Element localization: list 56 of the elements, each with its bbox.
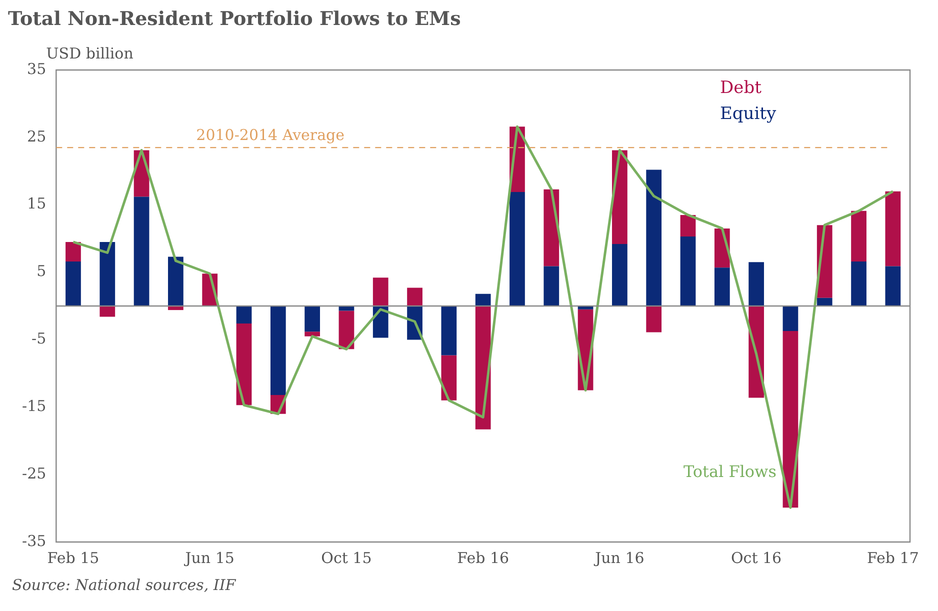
bar — [134, 196, 150, 306]
bar — [441, 306, 457, 356]
text: Debt — [720, 78, 762, 98]
y-axis-title: USD billion — [46, 44, 134, 62]
y-tick-label: 15 — [27, 194, 46, 213]
y-tick-label: -25 — [22, 464, 46, 482]
chart-title: Total Non-Resident Portfolio Flows to EMs — [8, 8, 462, 32]
bar — [885, 191, 901, 266]
bar — [748, 262, 764, 306]
bar — [646, 170, 662, 306]
bar — [168, 256, 184, 306]
x-tick-label: Feb 17 — [866, 548, 919, 567]
y-tick-label: 5 — [36, 262, 46, 280]
bar — [475, 294, 491, 306]
bar — [236, 324, 252, 406]
bar — [372, 278, 388, 306]
bar — [782, 306, 798, 331]
ref-line-label: 2010-2014 Average — [196, 126, 345, 144]
y-tick-label: -35 — [22, 532, 46, 550]
y-tick-label: -15 — [22, 397, 46, 416]
text: Equity — [720, 104, 777, 124]
x-tick-label: Jun 16 — [593, 548, 644, 567]
y-tick-label: -5 — [32, 330, 46, 348]
bar — [304, 306, 320, 332]
x-tick-label: Oct 15 — [321, 548, 372, 567]
x-tick-label: Oct 16 — [731, 548, 782, 567]
bar — [646, 306, 662, 332]
source-note: Source: National sources, IIF — [12, 576, 237, 594]
bar — [851, 210, 866, 262]
bar — [816, 298, 832, 306]
series-label: Total Flows — [683, 462, 776, 481]
bar — [304, 332, 320, 336]
bar — [612, 244, 628, 306]
bar — [544, 266, 560, 306]
bar — [407, 288, 422, 306]
x-tick-label: Feb 16 — [457, 548, 510, 567]
bar — [236, 306, 252, 324]
y-tick-label: 35 — [27, 60, 46, 78]
y-tick-label: 25 — [27, 127, 46, 146]
bar — [544, 189, 560, 266]
bar — [66, 261, 81, 306]
bar — [680, 214, 696, 237]
bar — [100, 242, 116, 306]
x-tick-label: Feb 15 — [47, 548, 100, 567]
bar — [270, 306, 286, 396]
bar — [441, 355, 457, 400]
x-tick-label: Jun 15 — [183, 548, 234, 567]
bar — [510, 192, 525, 306]
bar — [66, 242, 81, 262]
bar — [475, 306, 491, 430]
bar — [680, 236, 696, 306]
bar — [100, 306, 116, 317]
bar — [851, 261, 866, 306]
bar — [885, 266, 901, 306]
bar — [338, 310, 354, 350]
bar — [714, 268, 730, 306]
